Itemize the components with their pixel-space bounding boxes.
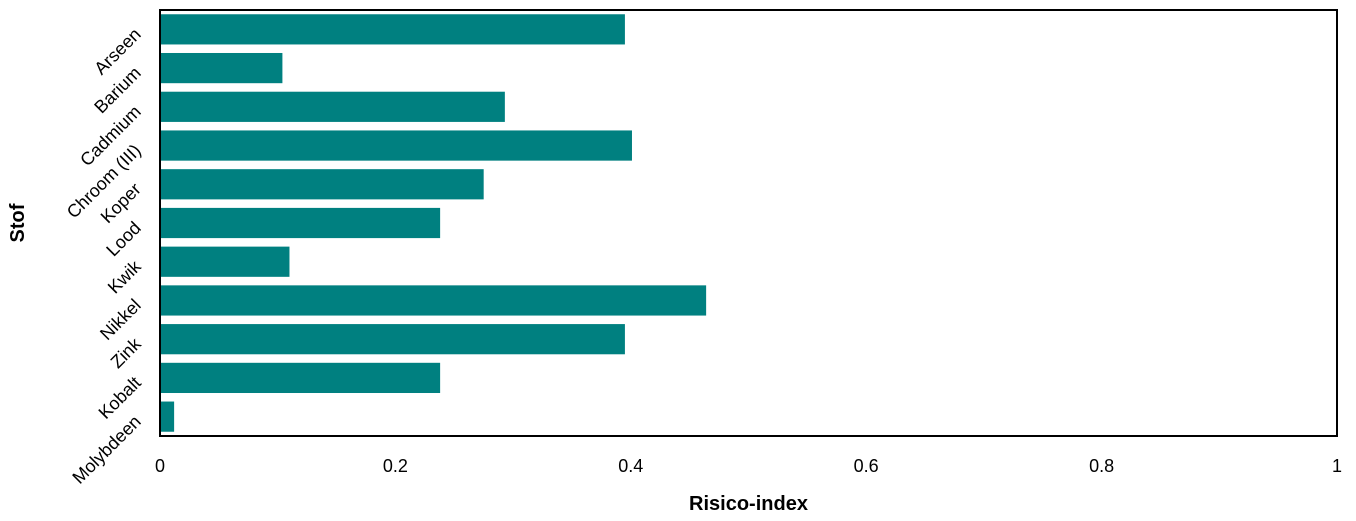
bar: [160, 285, 707, 316]
bar: [160, 130, 632, 161]
x-tick-label: 1: [1332, 456, 1342, 476]
y-tick-label: Molybdeen: [68, 411, 144, 487]
bar: [160, 91, 505, 122]
bar: [160, 401, 175, 432]
y-tick-label: Nikkel: [96, 295, 145, 344]
bar: [160, 324, 625, 355]
x-tick-labels: 0 0.2 0.4 0.6 0.8 1: [155, 456, 1342, 476]
bars: [160, 14, 707, 432]
x-axis-title: Risico-index: [689, 493, 808, 515]
bar: [160, 362, 441, 394]
plot-frame: [159, 9, 1338, 437]
y-axis-title: Stof: [7, 203, 29, 242]
bar: [160, 207, 441, 239]
bar: [160, 169, 484, 200]
x-tick-label: 0: [155, 456, 165, 476]
bar: [160, 52, 283, 84]
y-tick-label: Kwik: [104, 256, 146, 298]
x-tick-label: 0.6: [854, 456, 879, 476]
x-tick-label: 0.2: [383, 456, 408, 476]
x-tick-label: 0.8: [1089, 456, 1114, 476]
bar: [160, 246, 290, 277]
y-tick-label: Kobalt: [95, 373, 145, 423]
x-tick-label: 0.4: [618, 456, 643, 476]
bar: [160, 14, 625, 45]
